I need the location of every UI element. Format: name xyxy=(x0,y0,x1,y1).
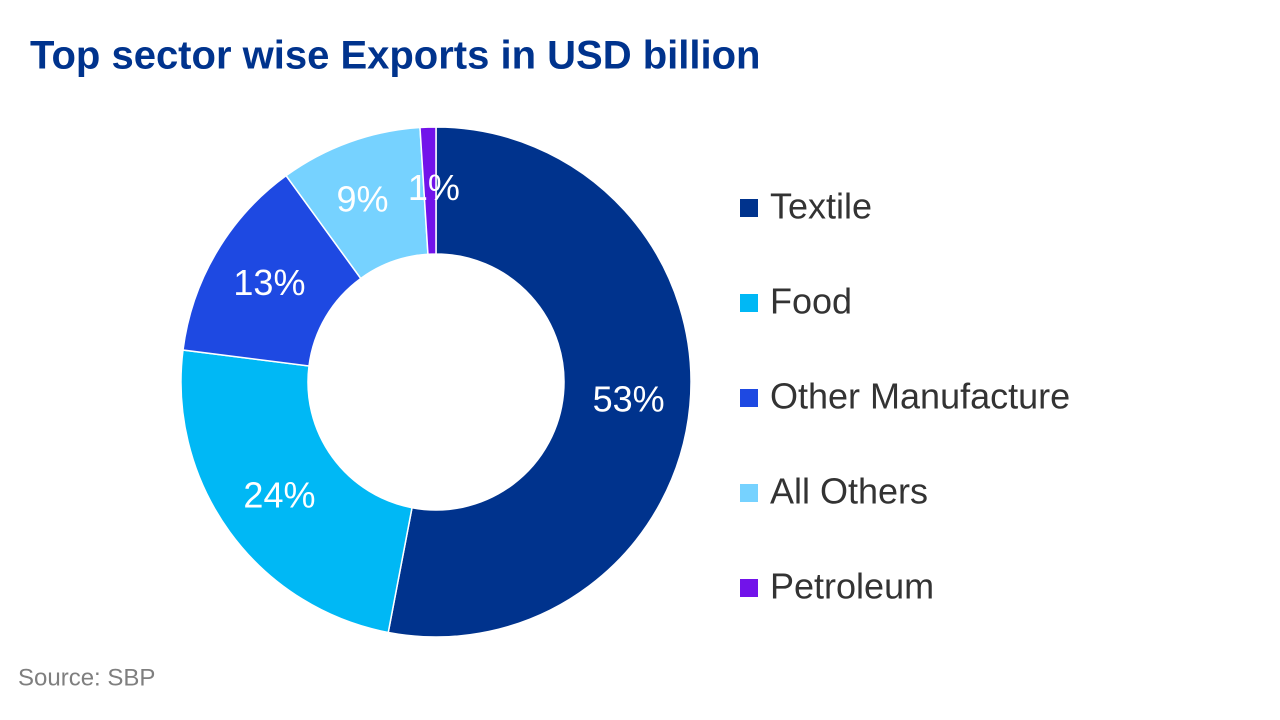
legend-label: Other Manufacture xyxy=(770,376,1070,417)
source-note: Source: SBP xyxy=(18,664,155,691)
data-label: 1% xyxy=(408,167,460,208)
legend-swatch xyxy=(740,579,758,597)
donut-slice xyxy=(419,126,437,256)
donut-slice xyxy=(387,126,692,638)
data-label: 9% xyxy=(336,178,388,219)
legend-swatch xyxy=(740,484,758,502)
legend-label: Petroleum xyxy=(770,566,934,607)
chart-title: Top sector wise Exports in USD billion xyxy=(30,34,760,78)
legend-swatch xyxy=(740,294,758,312)
legend-swatch xyxy=(740,199,758,217)
donut-slice xyxy=(180,349,413,634)
legend-label: All Others xyxy=(770,471,928,512)
data-label: 24% xyxy=(243,474,315,515)
data-label: 13% xyxy=(233,262,305,303)
legend-label: Textile xyxy=(770,186,872,227)
data-label: 53% xyxy=(593,379,665,420)
legend-swatch xyxy=(740,389,758,407)
legend-label: Food xyxy=(770,281,852,322)
